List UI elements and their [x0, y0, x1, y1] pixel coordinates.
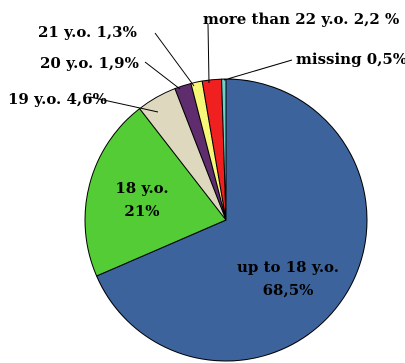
pie-slice-18-y-o	[84, 107, 227, 277]
slice-label-up-to-18-y-o: up to 18 y.o.	[237, 258, 339, 276]
slice-label-more-than-22-y-o: more than 22 y.o. 2,2 %	[203, 10, 399, 28]
leader-line-19-y-o	[89, 96, 159, 113]
slice-label-20-y-o: 20 y.o. 1,9%	[40, 54, 139, 72]
slice-value-18-y-o: 21%	[124, 202, 159, 220]
leader-line-missing	[223, 59, 293, 81]
pie-slices	[84, 78, 368, 362]
leader-line-20-y-o	[144, 61, 181, 90]
leader-line-more-than-22-y-o	[207, 23, 210, 84]
leader-lines	[89, 23, 293, 113]
slice-label-18-y-o: 18 y.o.	[115, 179, 168, 197]
pie-slice-up-to-18-y-o	[95, 78, 368, 362]
slice-labels: up to 18 y.o. 68,5% 18 y.o. 21% 19 y.o. 4,6%…	[8, 10, 405, 299]
slice-label-missing: missing 0,5%	[296, 50, 405, 68]
slice-label-21-y-o: 21 y.o. 1,3%	[38, 23, 137, 41]
leader-line-21-y-o	[154, 32, 195, 87]
slice-label-19-y-o: 19 y.o. 4,6%	[8, 90, 107, 108]
slice-value-up-to-18-y-o: 68,5%	[263, 281, 314, 299]
